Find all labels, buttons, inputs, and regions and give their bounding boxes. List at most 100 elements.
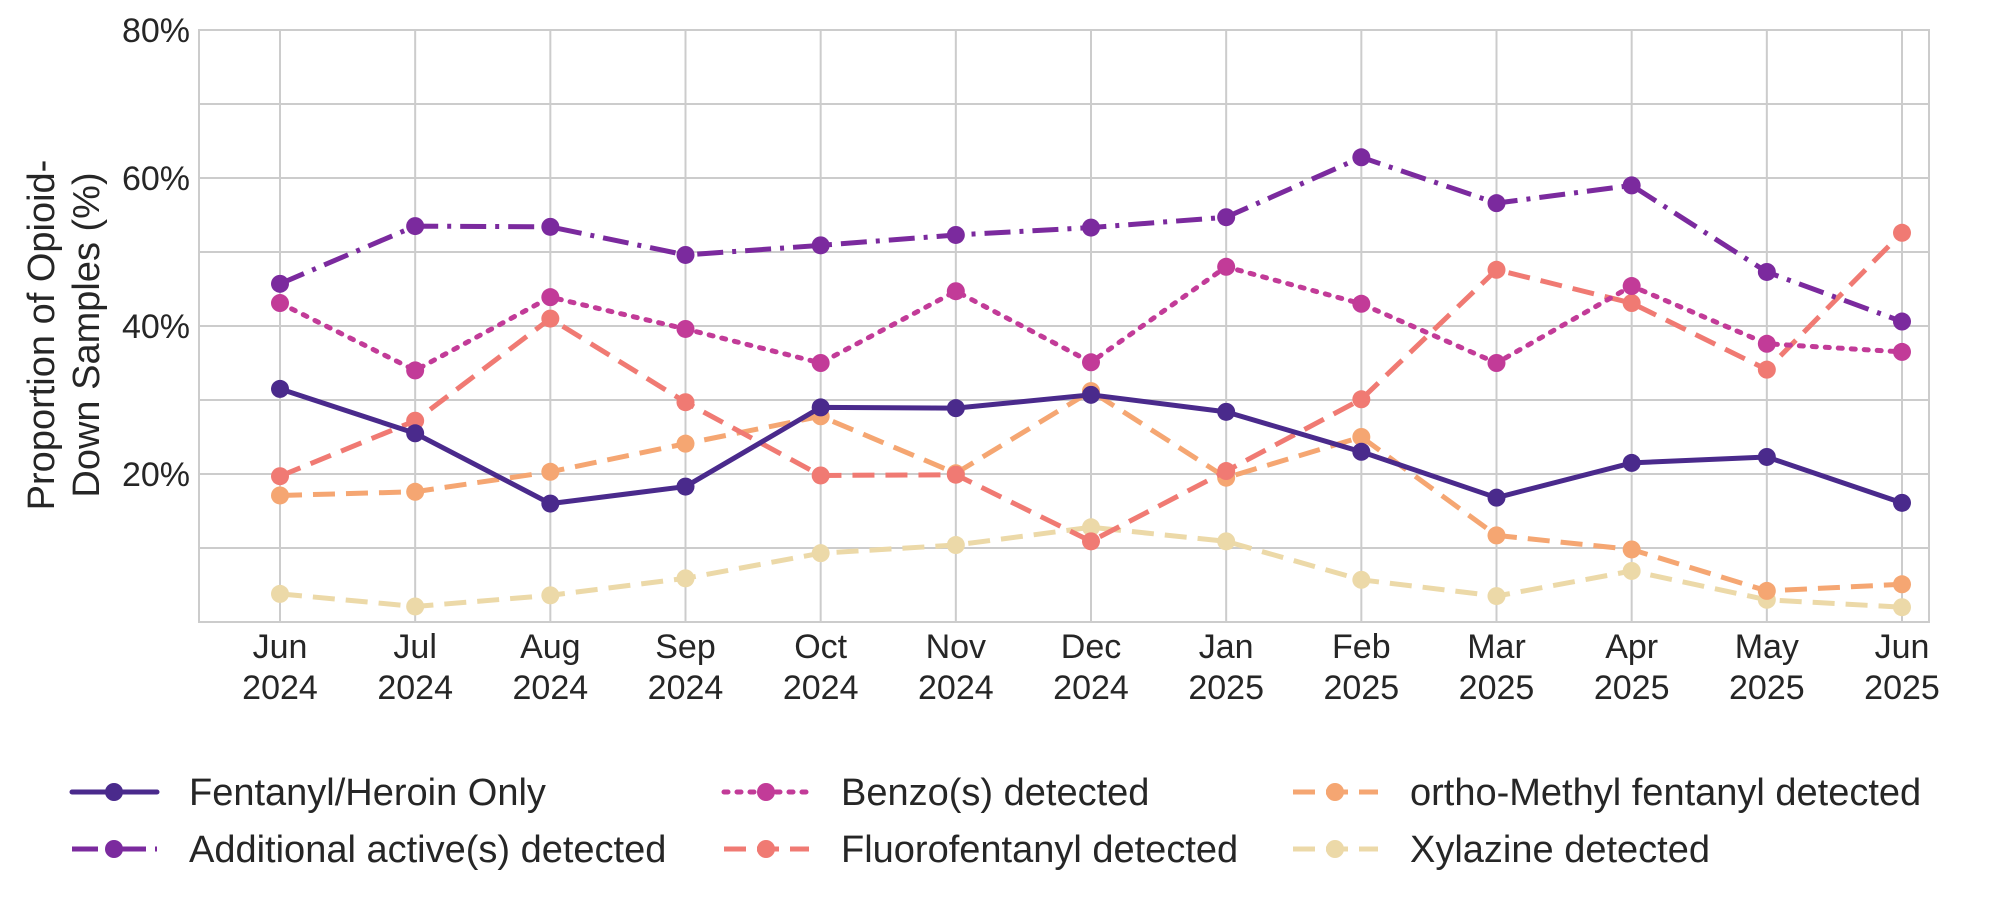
data-point [1757, 262, 1776, 281]
x-tick-label-month: Jan [1199, 628, 1254, 666]
data-point [1622, 176, 1641, 195]
data-point [1487, 526, 1506, 545]
data-point [1217, 532, 1236, 551]
legend-entry-2: Benzo(s) detected [721, 772, 1149, 814]
data-point [406, 411, 425, 430]
x-tick-label-month: Jul [393, 628, 436, 666]
x-tick-label-year: 2024 [242, 669, 318, 707]
x-tick-label-year: 2025 [1864, 669, 1940, 707]
data-point [676, 393, 695, 412]
x-tick-label-year: 2024 [783, 669, 859, 707]
data-point [1352, 442, 1371, 461]
data-point [1352, 148, 1371, 167]
data-point [1352, 390, 1371, 409]
legend-swatch-marker [1326, 783, 1344, 801]
data-point [676, 569, 695, 588]
data-point [1352, 294, 1371, 313]
series-2 [271, 257, 1911, 380]
data-point [946, 282, 965, 301]
series-3 [271, 223, 1911, 551]
y-tick-label: 80% [122, 12, 190, 50]
data-point [1487, 488, 1506, 507]
data-point [1622, 561, 1641, 580]
series-group [271, 148, 1911, 617]
data-point [811, 466, 830, 485]
data-point [1622, 453, 1641, 472]
data-point [406, 424, 425, 443]
data-point [1893, 575, 1911, 594]
data-point [271, 467, 289, 486]
x-tick-label-year: 2024 [513, 669, 589, 707]
data-point [811, 398, 830, 417]
legend-entry-1: Additional active(s) detected [72, 829, 666, 871]
data-point [1217, 402, 1236, 421]
x-tick-label-year: 2025 [1324, 669, 1400, 707]
y-axis-ticks: 20% 40% 60% 80% [122, 12, 190, 494]
legend-entry-0: Fentanyl/Heroin Only [69, 772, 546, 814]
series-0 [271, 379, 1911, 513]
y-axis-title-line-1: Proportion of Opioid- [21, 160, 63, 511]
data-point [1082, 218, 1100, 237]
data-point [1893, 493, 1911, 512]
data-point [406, 597, 425, 616]
y-tick-label: 60% [122, 160, 190, 198]
x-tick-label-month: Feb [1332, 628, 1391, 666]
data-point [1622, 540, 1641, 559]
data-point [541, 217, 560, 236]
x-tick-label-month: May [1735, 628, 1799, 666]
data-point [271, 379, 289, 398]
data-point [676, 434, 695, 453]
x-tick-label-year: 2025 [1729, 669, 1805, 707]
data-point [541, 586, 560, 605]
x-tick-label-month: Jun [253, 628, 308, 666]
plot-frame [198, 29, 1930, 623]
data-point [541, 288, 560, 307]
legend-swatch-marker [105, 783, 123, 801]
data-point [946, 465, 965, 484]
legend-label: ortho-Methyl fentanyl detected [1410, 772, 1921, 814]
data-point [406, 217, 425, 236]
legend-label: Fluorofentanyl detected [841, 829, 1238, 871]
y-tick-label: 20% [122, 456, 190, 494]
data-point [271, 584, 289, 603]
x-tick-label-month: Mar [1467, 628, 1526, 666]
data-point [811, 236, 830, 255]
legend: Fentanyl/Heroin Only Additional active(s)… [69, 772, 1921, 871]
data-point [1893, 342, 1911, 361]
data-point [676, 477, 695, 496]
data-point [1487, 587, 1506, 606]
data-point [271, 274, 289, 293]
legend-label: Benzo(s) detected [841, 772, 1149, 814]
data-point [946, 399, 965, 418]
data-point [1082, 353, 1100, 372]
y-tick-label: 40% [122, 308, 190, 346]
legend-entry-4: ortho-Methyl fentanyl detected [1293, 772, 1921, 814]
data-point [1082, 518, 1100, 537]
x-axis-ticks: Jun2024Jul2024Aug2024Sep2024Oct2024Nov20… [242, 628, 1940, 707]
data-point [1893, 223, 1911, 242]
data-point [946, 536, 965, 555]
x-tick-label-month: Apr [1605, 628, 1658, 666]
x-tick-label-year: 2024 [918, 669, 994, 707]
data-point [541, 309, 560, 328]
data-point [1082, 532, 1100, 551]
data-point [676, 319, 695, 338]
series-1 [271, 148, 1911, 331]
data-point [1893, 598, 1911, 617]
legend-swatch-marker [1326, 840, 1344, 858]
data-point [811, 354, 830, 372]
data-point [676, 245, 695, 264]
x-tick-label-month: Jun [1875, 628, 1930, 666]
data-point [1622, 294, 1641, 313]
legend-label: Xylazine detected [1410, 829, 1710, 871]
data-point [271, 294, 289, 313]
data-point [1217, 462, 1236, 481]
x-tick-label-year: 2024 [1053, 669, 1129, 707]
legend-entry-3: Fluorofentanyl detected [724, 829, 1238, 871]
x-tick-label-year: 2025 [1188, 669, 1264, 707]
data-point [541, 494, 560, 513]
x-tick-label-month: Sep [655, 628, 716, 666]
data-point [1757, 581, 1776, 600]
